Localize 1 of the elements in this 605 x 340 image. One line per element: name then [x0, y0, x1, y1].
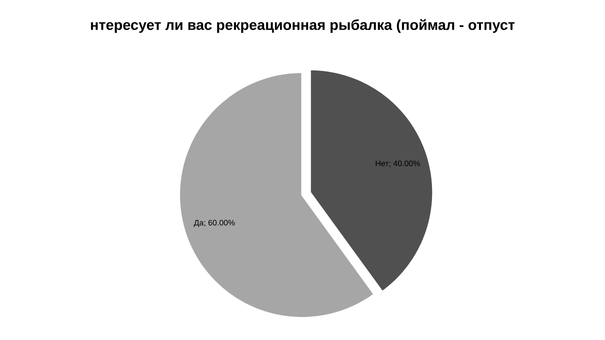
- chart-title: нтересует ли вас рекреационная рыбалка (поймал - отпуст: [90, 19, 515, 33]
